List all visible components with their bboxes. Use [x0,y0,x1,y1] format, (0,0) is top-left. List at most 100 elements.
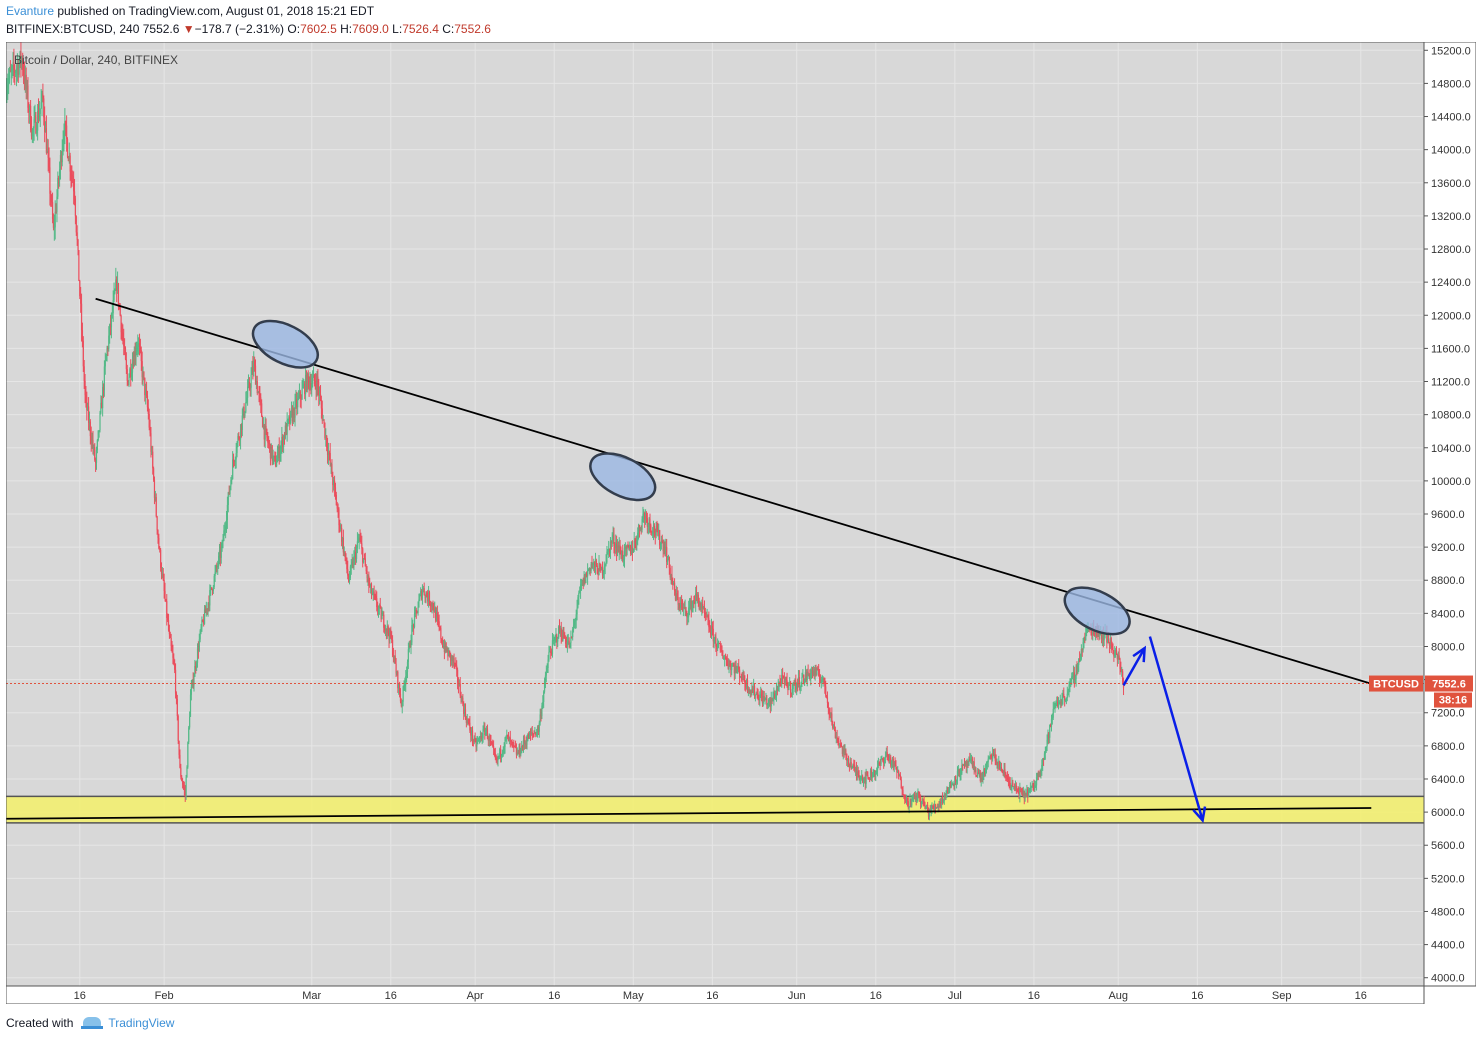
candle-body [346,557,348,570]
candle-body [617,545,619,552]
y-tick-label: 11200.0 [1431,377,1470,389]
candle-body [31,130,33,137]
candle-body [922,798,924,801]
candle-body [487,738,489,741]
projection-down-arrow-head [1192,806,1207,824]
price-axis[interactable] [1423,42,1476,987]
candle-body [885,752,887,757]
chart-area[interactable]: 4000.0 4400.0 4800.0 5200.0 5600.0 6000.0 6400… [6,42,1476,1004]
candle-body [877,762,880,767]
candle-body [1119,658,1121,669]
candle-body [727,665,729,669]
candle-body [1018,791,1020,797]
candle-body [85,395,87,397]
candle-body [659,530,661,546]
candle-body [796,683,798,690]
candle-body [478,738,480,741]
candle-body [361,543,363,549]
candle-body [45,128,48,153]
candle-body [368,575,370,586]
candle-body [584,575,586,584]
candle-body [641,519,643,530]
candle-body [854,765,856,771]
candle-body [444,643,446,653]
candle-body [670,574,672,578]
candle-body [966,764,968,768]
candle-body [979,772,981,781]
candle-body [354,551,356,557]
candle-body [373,591,375,595]
candle-body [975,769,977,776]
candle-body [978,772,981,775]
candle-body [518,746,520,754]
candle-body [90,436,92,444]
candle-body [733,666,735,674]
candle-body [514,746,517,748]
candle-body [242,407,244,416]
y-tick-label: 6000.0 [1431,807,1465,819]
candle-body [146,395,149,408]
candle-body [946,787,948,794]
candle-body [574,620,576,622]
price-chart[interactable]: 4000.0 4400.0 4800.0 5200.0 5600.0 6000.0 6400… [6,42,1476,1004]
author-link[interactable]: Evanture [6,4,55,18]
candle-body [717,642,720,644]
candle-body [483,728,485,730]
candle-body [128,377,130,385]
candle-body [701,603,703,609]
candle-body [748,689,750,694]
candle-body [201,620,203,628]
candle-body [652,525,655,533]
price-value: 7552.6 [1432,679,1466,691]
x-tick-label: 16 [870,990,882,1002]
candle-body [279,451,281,459]
candle-body [859,778,861,780]
candle-body [98,430,100,432]
candle-body [152,468,155,480]
candle-body [705,614,707,618]
y-tick-label: 12800.0 [1431,244,1471,256]
candle-body [309,383,311,388]
candle-body [656,526,658,530]
tradingview-link[interactable]: TradingView [81,1016,174,1030]
candle-body [83,366,85,381]
candle-body [167,617,169,621]
candle-body [866,773,868,776]
candle-body [783,678,786,683]
candle-body [817,669,819,671]
candle-body [1052,709,1054,718]
candle-body [149,427,151,434]
candle-body [318,386,320,396]
candle-body [1017,790,1019,792]
candle-body [356,541,359,548]
candle-body [912,796,914,799]
candle-body [1032,784,1034,786]
candle-body [439,627,441,629]
candle-body [572,629,574,638]
candle-body [954,776,956,785]
candle-body [73,191,76,199]
candle-body [202,620,204,622]
candle-body [898,770,900,777]
candle-body [691,604,693,612]
down-arrow-icon: ▼ [182,22,195,36]
candle-body [375,595,377,599]
candle-body [449,650,451,653]
candle-body [443,646,446,653]
candle-body [131,372,133,377]
candle-body [207,603,209,610]
candle-body [273,455,275,457]
candle-body [789,681,792,693]
candle-body [238,436,240,439]
candle-body [80,296,82,304]
candle-body [235,452,237,460]
candle-body [277,446,279,455]
candle-body [986,762,988,764]
candle-body [730,664,732,671]
candle-body [766,698,768,706]
candle-body [161,573,163,575]
candle-body [387,626,389,634]
candle-body [1048,732,1050,738]
time-axis[interactable] [6,985,1425,1004]
candle-body [925,807,927,809]
